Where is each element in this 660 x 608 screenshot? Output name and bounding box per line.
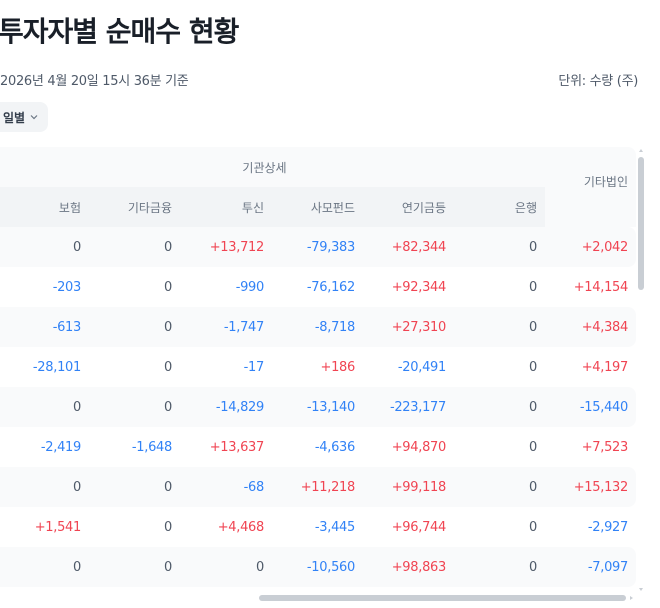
table-cell: -14,829 (215, 399, 264, 415)
table-row: +1,541 0 +4,468 -3,445 +96,744 0 -2,927 (0, 507, 636, 547)
table-cell: -2,927 (587, 519, 628, 535)
table-cell: 0 (529, 319, 537, 335)
table-cell: +92,344 (391, 279, 447, 295)
subheader-band (0, 187, 545, 227)
table-cell: 0 (164, 359, 172, 375)
table-cell: 0 (73, 399, 81, 415)
table-cell: -223,177 (389, 399, 446, 415)
column-header: 기타금융 (127, 200, 172, 215)
group-header-institution-detail: 기관상세 (242, 160, 287, 175)
table-cell: +96,744 (391, 519, 447, 535)
column-header: 연기금등 (401, 200, 446, 215)
table-cell: 0 (164, 519, 172, 535)
table-cell: +82,344 (391, 239, 447, 255)
table-cell: 0 (73, 479, 81, 495)
table-cell: +15,132 (573, 479, 629, 495)
scroll-right-arrow-icon[interactable] (630, 596, 633, 600)
chevron-down-icon (30, 115, 38, 120)
table-row: 0 0 0 -10,560 +98,863 0 -7,097 (0, 547, 636, 587)
investor-table: 기관상세 보험 기타금융 투신 사모펀드 연기금등 은행 기타법인 0 0 +13,712 -79… (0, 147, 636, 589)
page-title: 투자자별 순매수 현황 (0, 15, 239, 48)
table-cell: 0 (73, 239, 81, 255)
table-row: 0 0 +13,712 -79,383 +82,344 0 +2,042 (0, 227, 636, 267)
table-cell: 0 (529, 239, 537, 255)
table-cell: +7,523 (581, 439, 629, 455)
table-cell: -15,440 (579, 399, 628, 415)
table-cell: +27,310 (391, 319, 447, 335)
table-cell: -8,718 (314, 319, 355, 335)
period-select[interactable]: 일별 (0, 102, 48, 132)
scroll-down-arrow-icon[interactable] (639, 588, 643, 591)
table-row: 0 0 -14,829 -13,140 -223,177 0 -15,440 (0, 387, 636, 427)
column-header: 기타법인 (583, 174, 628, 189)
vertical-scrollbar[interactable] (638, 157, 644, 290)
table-cell: 0 (529, 439, 537, 455)
table-cell: +4,384 (581, 319, 629, 335)
table-cell: -1,747 (223, 319, 264, 335)
table-cell: +2,042 (581, 239, 629, 255)
table-cell: -7,097 (587, 559, 628, 575)
table-cell: -17 (243, 359, 265, 375)
table-row: 0 0 -68 +11,218 +99,118 0 +15,132 (0, 467, 636, 507)
table-cell: -4,636 (314, 439, 355, 455)
table-cell: +186 (320, 359, 355, 375)
table-cell: 0 (164, 319, 172, 335)
scroll-up-arrow-icon[interactable] (639, 149, 643, 152)
table-cell: +14,154 (573, 279, 629, 295)
table-cell: 0 (164, 239, 172, 255)
table-row: -613 0 -1,747 -8,718 +27,310 0 +4,384 (0, 307, 636, 347)
column-header: 보험 (58, 200, 81, 215)
table-cell: 0 (164, 559, 172, 575)
table-cell: +99,118 (391, 479, 447, 495)
table-cell: +4,197 (581, 359, 629, 375)
column-header: 투신 (241, 200, 264, 215)
table-row: -203 0 -990 -76,162 +92,344 0 +14,154 (0, 267, 636, 307)
timestamp: 2026년 4월 20일 15시 36분 기준 (0, 74, 189, 89)
horizontal-scrollbar[interactable] (259, 595, 626, 601)
table-cell: -613 (52, 319, 82, 335)
table-cell: 0 (164, 479, 172, 495)
table-row: -28,101 0 -17 +186 -20,491 0 +4,197 (0, 347, 636, 387)
table-cell: 0 (529, 519, 537, 535)
table-cell: -13,140 (306, 399, 355, 415)
table-cell: -10,560 (306, 559, 355, 575)
table-cell: +13,712 (209, 239, 265, 255)
table-cell: 0 (529, 399, 537, 415)
table-cell: +1,541 (34, 519, 82, 535)
table-cell: -203 (52, 279, 82, 295)
table-cell: -3,445 (314, 519, 355, 535)
table-cell: -1,648 (131, 439, 172, 455)
column-header: 사모펀드 (310, 200, 355, 215)
table-cell: +11,218 (300, 479, 356, 495)
table-cell: -28,101 (32, 359, 81, 375)
table-cell: +98,863 (391, 559, 447, 575)
table-cell: +94,870 (391, 439, 447, 455)
table-cell: +13,637 (209, 439, 265, 455)
table-cell: 0 (164, 279, 172, 295)
table-cell: -990 (235, 279, 265, 295)
table-cell: 0 (73, 559, 81, 575)
table-cell: -20,491 (397, 359, 446, 375)
table-cell: -76,162 (306, 279, 355, 295)
table-cell: -79,383 (306, 239, 355, 255)
table-cell: +4,468 (217, 519, 265, 535)
table-cell: 0 (256, 559, 264, 575)
column-header: 은행 (514, 200, 537, 215)
table-cell: 0 (529, 479, 537, 495)
table-cell: -68 (243, 479, 265, 495)
period-select-value: 일별 (3, 110, 26, 125)
table-cell: 0 (529, 559, 537, 575)
table-cell: 0 (529, 359, 537, 375)
table-row: -2,419 -1,648 +13,637 -4,636 +94,870 0 +7,523 (0, 427, 636, 467)
table-cell: 0 (529, 279, 537, 295)
unit-label: 단위: 수량 (주) (558, 74, 638, 89)
table-cell: -2,419 (40, 439, 81, 455)
table-cell: 0 (164, 399, 172, 415)
